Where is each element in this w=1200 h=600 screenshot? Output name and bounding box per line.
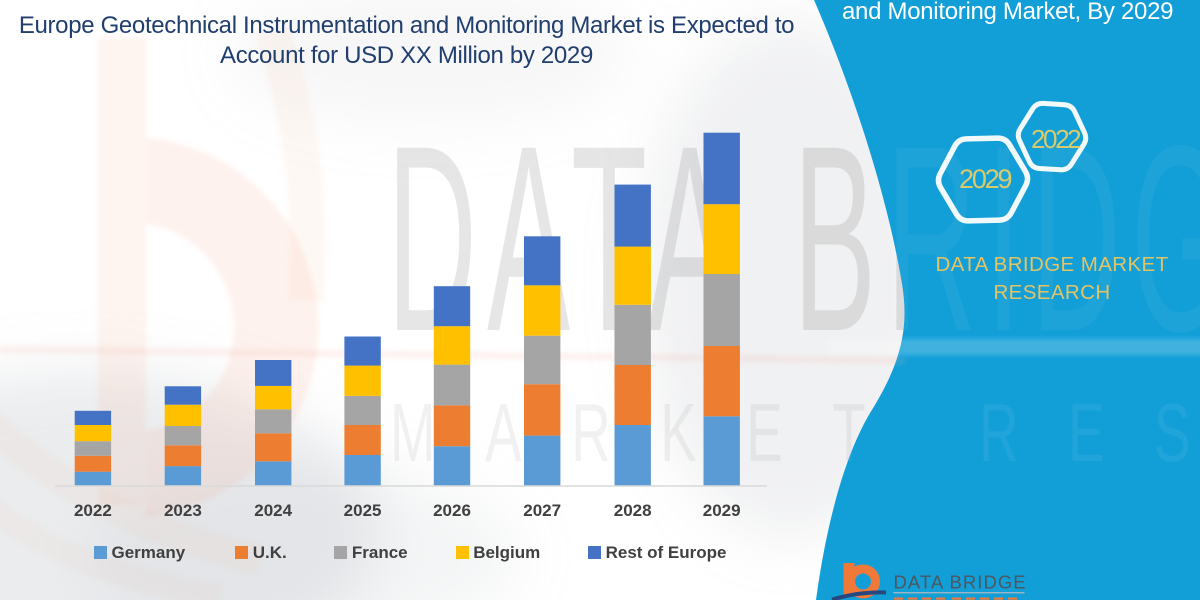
svg-text:DATA BRIDGE: DATA BRIDGE: [894, 572, 1027, 593]
svg-text:MARKET RESEARCH: MARKET RESEARCH: [390, 385, 1200, 478]
